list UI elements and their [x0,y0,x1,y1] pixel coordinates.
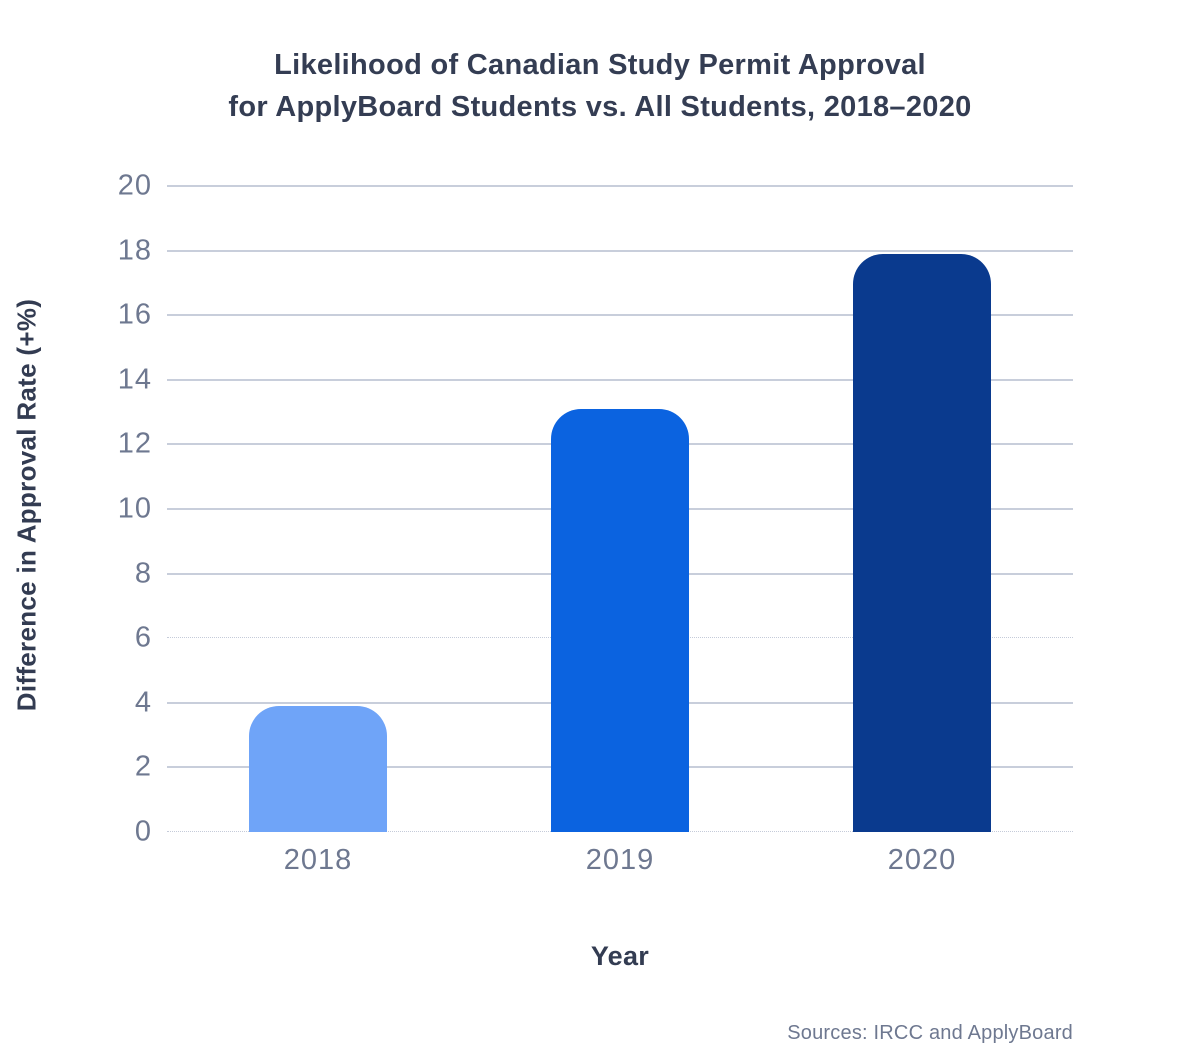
x-tick-label-2020: 2020 [887,844,957,876]
y-tick-label-12: 12 [117,427,152,460]
bar-2018 [249,706,387,832]
y-tick-label-18: 18 [117,234,152,267]
chart-title: Likelihood of Canadian Study Permit Appr… [228,49,972,123]
y-tick-label-8: 8 [134,557,152,590]
gridline-16 [167,314,1073,317]
gridline-20 [167,185,1073,187]
x-tick-label-2018: 2018 [283,844,353,876]
y-tick-label-0: 0 [134,815,152,848]
bar-2019 [551,408,689,832]
y-axis-tick-labels: 20 18 16 14 12 10 8 6 4 2 0 [0,170,152,848]
x-tick-label-2019: 2019 [585,844,655,876]
y-tick-label-10: 10 [117,492,152,525]
x-axis-tick-labels: 2018 2019 2020 [167,844,1073,884]
plot-area [167,185,1073,832]
y-tick-label-14: 14 [117,363,152,396]
bar-2020 [853,253,991,832]
x-axis-title: Year [590,941,650,971]
gridline-14 [167,378,1073,381]
y-tick-label-2: 2 [134,750,152,783]
source-note: Sources: IRCC and ApplyBoard [787,1022,1073,1044]
y-tick-label-6: 6 [134,621,152,654]
y-tick-label-20: 20 [117,169,152,202]
y-tick-label-16: 16 [117,298,152,331]
y-tick-label-4: 4 [134,686,152,719]
gridline-18 [167,249,1073,252]
